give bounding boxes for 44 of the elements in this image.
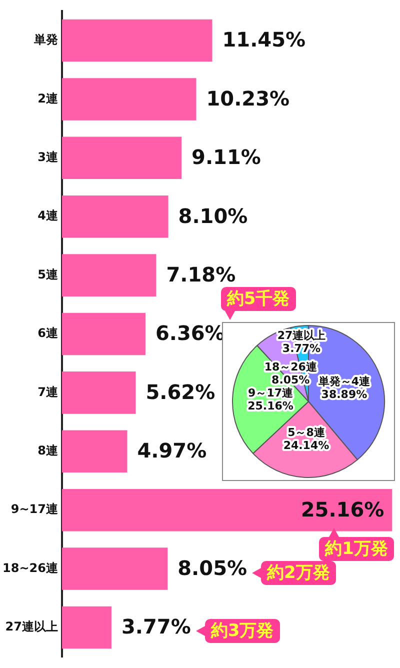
y-tick-label: 9~17連: [10, 502, 59, 516]
speech-bubble: 約3万発: [204, 619, 280, 644]
bar: [62, 312, 146, 356]
data-label: 8.05%: [272, 373, 310, 386]
y-tick-label: 27連以上: [5, 620, 58, 634]
data-label: 4.97%: [137, 438, 207, 463]
speech-bubble: 約1万発: [319, 537, 394, 562]
data-label: 10.23%: [206, 86, 290, 110]
data-label: 6.36%: [155, 321, 225, 346]
data-label: 8.10%: [178, 204, 248, 228]
bar: [62, 78, 196, 120]
speech-bubble: 約5千発: [220, 286, 296, 311]
data-label: 7.18%: [166, 262, 236, 287]
y-tick-label: 8連: [38, 444, 59, 458]
data-label: 25.16%: [248, 399, 294, 412]
y-tick-label: 2連: [38, 91, 59, 106]
y-tick-label: 7連: [38, 384, 59, 399]
slice-label: 単発～4連: [317, 374, 372, 388]
y-tick-label: 4連: [38, 208, 59, 223]
data-label: 8.05%: [178, 556, 248, 580]
data-label: 11.45%: [222, 28, 306, 52]
data-label: 5.62%: [146, 380, 216, 404]
bar: [62, 254, 156, 296]
bar: [62, 548, 168, 590]
bar: [62, 606, 112, 649]
y-tick-label: 18~26連: [2, 560, 59, 575]
speech-bubble: 約2万発: [261, 560, 336, 585]
y-tick-label: 5連: [38, 267, 59, 282]
y-tick-label: 単発: [33, 32, 58, 47]
bar: [62, 372, 136, 414]
slice-label: 5～8連: [288, 426, 326, 439]
bar: [62, 19, 212, 62]
bar: [62, 430, 128, 473]
data-label: 3.77%: [121, 614, 191, 639]
y-tick-label: 6連: [38, 326, 59, 340]
y-tick-label: 3連: [38, 150, 59, 164]
data-label: 25.16%: [300, 497, 384, 522]
data-label: 24.14%: [283, 438, 330, 452]
slice-label: 9～17連: [248, 386, 294, 400]
data-label: 9.11%: [192, 145, 261, 170]
bar: [62, 488, 392, 532]
data-label: 38.89%: [321, 388, 368, 401]
bar: [62, 195, 168, 238]
bar: [62, 136, 182, 180]
